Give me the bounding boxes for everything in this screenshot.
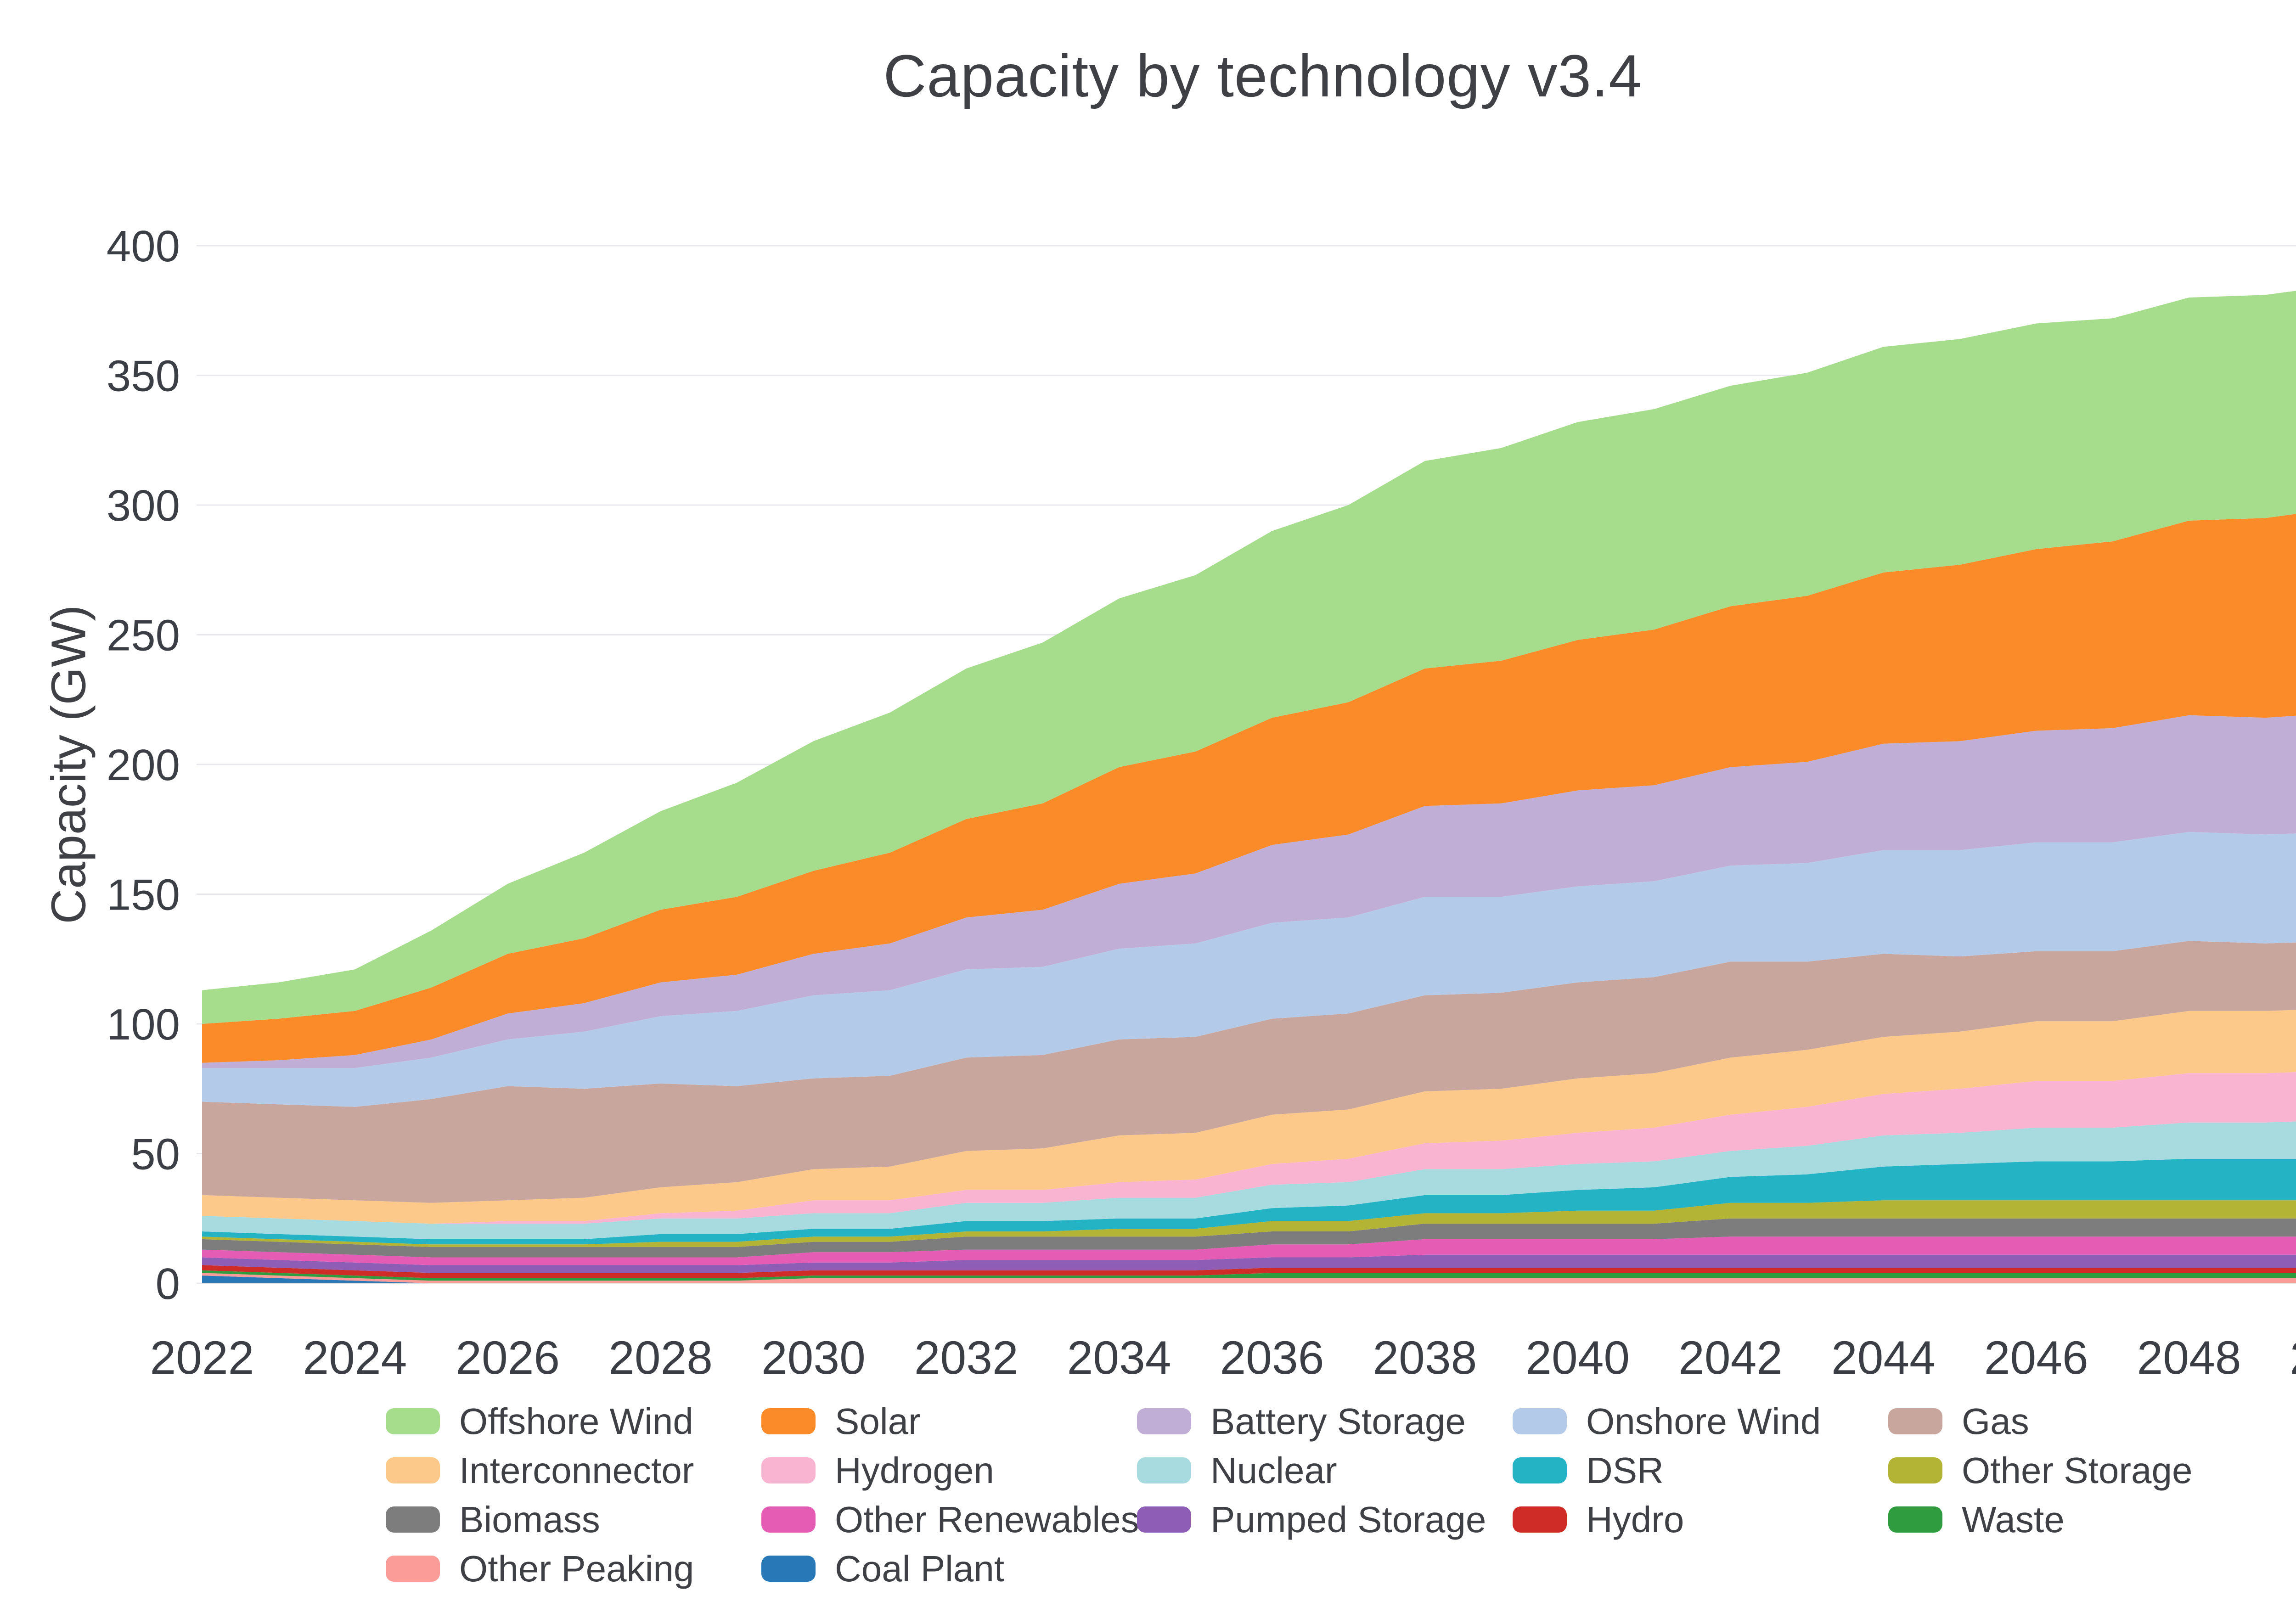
y-tick-label-50: 50 [131, 1130, 180, 1179]
x-tick-label-2028: 2028 [608, 1332, 713, 1384]
legend-item-biomass[interactable]: Biomass [386, 1499, 761, 1541]
area-battery-storage [202, 715, 2296, 1068]
legend-swatch-solar [761, 1408, 816, 1434]
x-tick-label-2044: 2044 [1831, 1332, 1936, 1384]
legend-swatch-other-storage [1888, 1457, 1942, 1483]
legend-item-onshore-wind[interactable]: Onshore Wind [1513, 1400, 1888, 1443]
legend-label: Interconnector [459, 1450, 694, 1491]
y-tick-label-150: 150 [107, 871, 180, 920]
area-solar [202, 514, 2296, 1063]
x-tick-label-2042: 2042 [1678, 1332, 1783, 1384]
legend-swatch-pumped-storage [1137, 1506, 1191, 1533]
legend-label: Other Renewables [835, 1499, 1139, 1540]
area-hydrogen [202, 1072, 2296, 1224]
x-tick-label-2024: 2024 [303, 1332, 407, 1384]
legend-swatch-other-renewables [761, 1506, 816, 1533]
area-onshore-wind [202, 832, 2296, 1107]
legend-item-dsr[interactable]: DSR [1513, 1450, 1888, 1492]
y-tick-label-250: 250 [107, 611, 180, 660]
legend-label: Nuclear [1210, 1450, 1337, 1491]
y-tick-label-400: 400 [107, 222, 180, 271]
x-tick-label-2050: 2050 [2290, 1332, 2296, 1384]
legend-item-hydrogen[interactable]: Hydrogen [761, 1450, 1137, 1492]
y-tick-label-100: 100 [107, 1000, 180, 1049]
legend: Offshore Wind Solar Battery Storage Onshore… [386, 1397, 2264, 1593]
legend-swatch-biomass [386, 1506, 440, 1533]
legend-label: Coal Plant [835, 1548, 1005, 1589]
legend-label: Battery Storage [1210, 1400, 1466, 1442]
legend-item-solar[interactable]: Solar [761, 1400, 1137, 1443]
legend-item-other-renewables[interactable]: Other Renewables [761, 1499, 1139, 1541]
x-tick-label-2032: 2032 [914, 1332, 1019, 1384]
legend-item-gas[interactable]: Gas [1888, 1400, 2264, 1443]
legend-label: Solar [835, 1400, 921, 1442]
legend-swatch-waste [1888, 1506, 1942, 1533]
area-nuclear [202, 1121, 2296, 1239]
legend-label: Onshore Wind [1586, 1400, 1821, 1442]
legend-label: Hydrogen [835, 1450, 994, 1491]
legend-label: Biomass [459, 1499, 600, 1540]
area-gas [202, 941, 2296, 1203]
legend-item-nuclear[interactable]: Nuclear [1137, 1450, 1513, 1492]
legend-swatch-battery-storage [1137, 1408, 1191, 1434]
legend-swatch-other-peaking [386, 1556, 440, 1582]
area-dsr [202, 1158, 2296, 1245]
legend-label: Other Peaking [459, 1548, 694, 1589]
legend-item-pumped-storage[interactable]: Pumped Storage [1137, 1499, 1513, 1541]
x-tick-label-2022: 2022 [150, 1332, 254, 1384]
x-tick-label-2034: 2034 [1067, 1332, 1171, 1384]
legend-label: Pumped Storage [1210, 1499, 1486, 1540]
legend-item-hydro[interactable]: Hydro [1513, 1499, 1888, 1541]
x-tick-label-2026: 2026 [456, 1332, 560, 1384]
legend-item-interconnector[interactable]: Interconnector [386, 1450, 761, 1492]
legend-item-waste[interactable]: Waste [1888, 1499, 2264, 1541]
legend-swatch-hydrogen [761, 1457, 816, 1483]
x-tick-label-2040: 2040 [1525, 1332, 1630, 1384]
area-hydro [202, 1265, 2296, 1278]
area-biomass [202, 1218, 2296, 1258]
area-pumped-storage [202, 1254, 2296, 1273]
legend-label: Other Storage [1962, 1450, 2193, 1491]
legend-item-other-peaking[interactable]: Other Peaking [386, 1548, 761, 1590]
legend-label: DSR [1586, 1450, 1664, 1491]
legend-item-other-storage[interactable]: Other Storage [1888, 1450, 2264, 1492]
y-tick-label-300: 300 [107, 481, 180, 530]
legend-item-coal-plant[interactable]: Coal Plant [761, 1548, 1137, 1590]
area-waste [202, 1270, 2296, 1281]
x-tick-label-2038: 2038 [1373, 1332, 1477, 1384]
legend-item-offshore-wind[interactable]: Offshore Wind [386, 1400, 761, 1443]
legend-swatch-coal-plant [761, 1556, 816, 1582]
x-tick-label-2048: 2048 [2137, 1332, 2241, 1384]
area-offshore-wind [202, 291, 2296, 1024]
legend-swatch-gas [1888, 1408, 1942, 1434]
x-tick-label-2030: 2030 [761, 1332, 866, 1384]
legend-swatch-hydro [1513, 1506, 1567, 1533]
legend-label: Waste [1962, 1499, 2065, 1540]
legend-label: Offshore Wind [459, 1400, 693, 1442]
x-tick-label-2036: 2036 [1220, 1332, 1324, 1384]
y-tick-label-200: 200 [107, 741, 180, 790]
area-interconnector [202, 1010, 2296, 1224]
legend-swatch-interconnector [386, 1457, 440, 1483]
legend-label: Gas [1962, 1400, 2029, 1442]
area-other-renewables [202, 1236, 2296, 1265]
legend-item-battery-storage[interactable]: Battery Storage [1137, 1400, 1513, 1443]
x-tick-label-2046: 2046 [1984, 1332, 2088, 1384]
legend-swatch-offshore-wind [386, 1408, 440, 1434]
y-tick-label-0: 0 [156, 1259, 180, 1309]
y-tick-label-350: 350 [107, 352, 180, 401]
legend-swatch-nuclear [1137, 1457, 1191, 1483]
legend-swatch-onshore-wind [1513, 1408, 1567, 1434]
legend-label: Hydro [1586, 1499, 1684, 1540]
legend-swatch-dsr [1513, 1457, 1567, 1483]
chart-title: Capacity by technology v3.4 [883, 42, 1643, 109]
area-other-storage [202, 1200, 2296, 1247]
